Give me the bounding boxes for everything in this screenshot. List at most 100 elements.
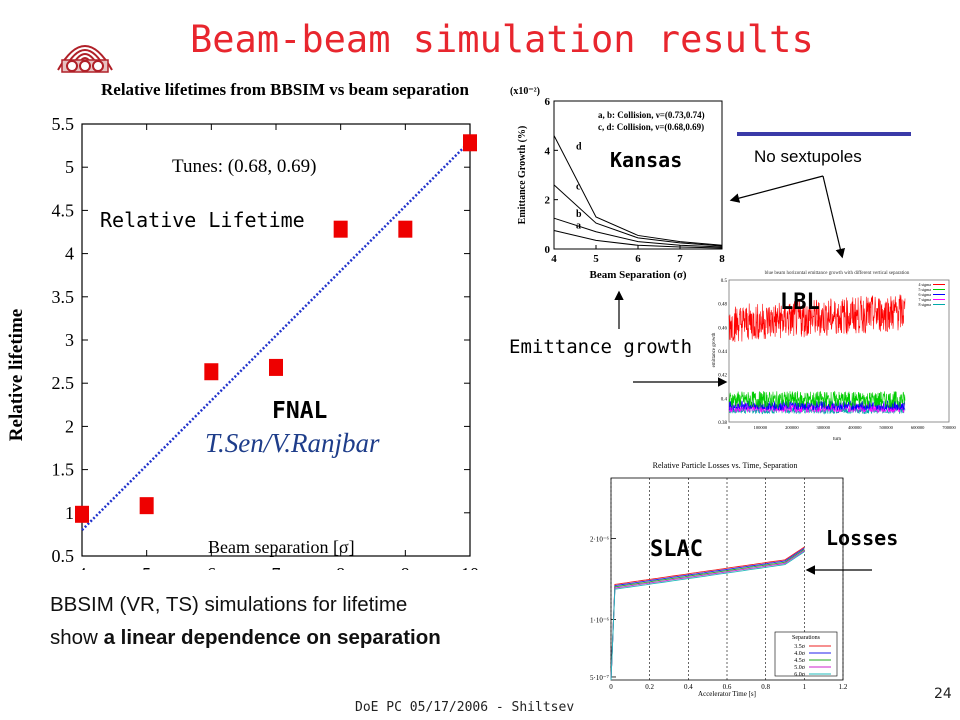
y-tick-label: 0.38 bbox=[718, 421, 727, 426]
loss-trace bbox=[610, 551, 805, 681]
x-tick-label: 7 bbox=[272, 564, 281, 570]
plot-frame bbox=[81, 123, 471, 557]
y-tick-label: 5·10⁻⁷ bbox=[590, 674, 610, 682]
x-tick-label: 4 bbox=[551, 253, 557, 265]
x-tick-label: 200000 bbox=[785, 425, 799, 430]
legend-entry: 8 sigma bbox=[918, 302, 931, 307]
x-tick-label: 300000 bbox=[817, 425, 831, 430]
legend-entry-cd: c, d: Collision, ν=(0.68,0.69) bbox=[598, 122, 704, 132]
no-sextupoles-label: No sextupoles bbox=[754, 147, 862, 166]
y-tick-label: 2 bbox=[545, 195, 551, 207]
y-tick-label: 2 bbox=[65, 416, 74, 436]
x-tick-label: 7 bbox=[677, 253, 683, 265]
y-tick-label: 5 bbox=[65, 157, 74, 177]
loss-trace bbox=[610, 549, 805, 681]
y-tick-label: 4 bbox=[545, 145, 551, 157]
loss-trace bbox=[610, 546, 805, 681]
y-tick-label: 4.5 bbox=[52, 200, 75, 220]
slide-title: Beam-beam simulation results bbox=[190, 18, 814, 61]
series-line-a bbox=[553, 230, 723, 249]
chart-title: blue beam horizontal emittance growth wi… bbox=[765, 271, 910, 276]
y-tick-label: 0.4 bbox=[721, 397, 728, 402]
x-tick-label: 9 bbox=[401, 564, 410, 570]
y-tick-label: 3 bbox=[65, 330, 74, 350]
legend-entry: 4.0σ bbox=[794, 651, 806, 657]
accent-bar bbox=[737, 132, 911, 136]
x-tick-label: 5 bbox=[593, 253, 599, 265]
x-tick-label: 6 bbox=[635, 253, 641, 265]
page-number: 24 bbox=[934, 686, 952, 702]
y-tick-label: 1 bbox=[65, 503, 74, 523]
summary-emphasis: a linear dependence on separation bbox=[103, 626, 441, 649]
footer: DoE PC 05/17/2006 - Shiltsev bbox=[355, 700, 575, 715]
y-tick-label: 0.48 bbox=[718, 303, 727, 308]
summary-line-1: BBSIM (VR, TS) simulations for lifetime bbox=[50, 593, 408, 616]
y-tick-label: 4 bbox=[65, 244, 74, 264]
legend-entry: 7 sigma bbox=[918, 297, 931, 302]
legend-entry: 6 sigma bbox=[918, 292, 931, 297]
x-tick-label: 1 bbox=[803, 683, 807, 691]
loss-trace bbox=[610, 550, 805, 681]
y-tick-label: 0.42 bbox=[718, 374, 727, 379]
y-tick-label: 5.5 bbox=[52, 114, 75, 134]
tunes-annotation: Tunes: (0.68, 0.69) bbox=[172, 156, 316, 177]
x-tick-label: 4 bbox=[78, 564, 87, 570]
y-tick-label: 0.5 bbox=[721, 279, 728, 284]
series-line-b bbox=[553, 217, 723, 248]
y-tick-label: 1·10⁻⁶ bbox=[590, 616, 610, 624]
data-point bbox=[139, 497, 154, 515]
fermilab-logo bbox=[57, 45, 113, 73]
trace-5-sigma bbox=[728, 390, 906, 409]
legend-entry: 6.0σ bbox=[794, 672, 806, 678]
y-tick-label: 1.5 bbox=[52, 460, 75, 480]
data-point bbox=[269, 358, 283, 376]
y-axis-label: emittance growth bbox=[712, 332, 717, 367]
y-tick-label: 0.46 bbox=[718, 326, 727, 331]
legend-entry: 5 sigma bbox=[918, 287, 931, 292]
x-axis-label: Beam Separation (σ) bbox=[589, 269, 686, 281]
x-tick-label: 0 bbox=[609, 683, 613, 691]
emittance-growth-label: Emittance growth bbox=[509, 336, 693, 358]
x-axis-label: Accelerator Time [s] bbox=[698, 690, 756, 698]
y-tick-label: 0.5 bbox=[52, 546, 75, 566]
linear-fit-line bbox=[81, 140, 471, 531]
x-tick-label: 700000 bbox=[942, 425, 956, 430]
chart-title: Relative lifetimes from BBSIM vs beam se… bbox=[101, 80, 470, 99]
x-tick-label: 600000 bbox=[911, 425, 925, 430]
legend-box bbox=[774, 631, 838, 677]
y-tick-label: 2.5 bbox=[52, 373, 75, 393]
slac-losses-chart: Relative Particle Losses vs. Time, Separ… bbox=[590, 461, 848, 698]
loss-trace bbox=[610, 547, 805, 681]
slac-label: SLAC bbox=[650, 537, 703, 562]
series-label: c bbox=[576, 181, 581, 192]
data-point bbox=[463, 134, 477, 152]
y-tick-label: 0.44 bbox=[718, 350, 727, 355]
x-tick-label: 1.2 bbox=[839, 683, 848, 691]
x-tick-label: 0.2 bbox=[645, 683, 654, 691]
relative-lifetime-label: Relative Lifetime bbox=[100, 208, 305, 232]
data-point bbox=[333, 220, 348, 238]
data-point bbox=[204, 363, 219, 381]
legend-entry: 3.5σ bbox=[794, 644, 806, 650]
series-label: b bbox=[576, 209, 582, 220]
x-axis-label: Beam separation [σ] bbox=[208, 537, 355, 557]
series-label: a bbox=[576, 221, 581, 232]
y-tick-label: 6 bbox=[545, 96, 551, 108]
x-tick-label: 5 bbox=[142, 564, 151, 570]
kansas-emittance-chart: (x10⁻²) 0 2 4 6 4 5 6 7 8 Beam Separation (σ) E… bbox=[510, 86, 725, 281]
y-axis-label: Emittance Growth (%) bbox=[517, 126, 528, 225]
x-tick-label: 500000 bbox=[879, 425, 893, 430]
arrow-losses bbox=[805, 565, 872, 575]
y-tick-label: 2·10⁻⁶ bbox=[590, 536, 610, 544]
summary-line-2: show a linear dependence on separation bbox=[50, 626, 441, 649]
chart-title: Relative Particle Losses vs. Time, Separ… bbox=[653, 461, 798, 470]
series-label: d bbox=[576, 141, 582, 152]
scale-label: (x10⁻²) bbox=[510, 86, 540, 97]
y-axis-label: Relative lifetime bbox=[6, 309, 27, 441]
x-tick-label: 8 bbox=[719, 253, 725, 265]
trace-4-sigma bbox=[728, 294, 906, 343]
y-tick-label: 3.5 bbox=[52, 287, 75, 307]
legend-entry: 4 sigma bbox=[918, 282, 931, 287]
x-tick-label: 8 bbox=[336, 564, 345, 570]
x-tick-label: 0 bbox=[728, 425, 731, 430]
